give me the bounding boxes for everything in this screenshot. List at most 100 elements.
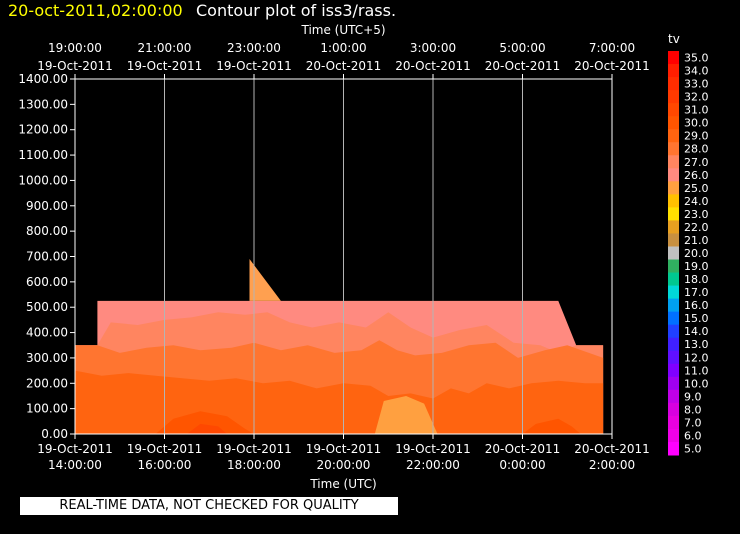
colorbar-label: 29.0 [684,130,709,143]
x-tick-time: 0:00:00 [499,458,545,472]
colorbar-swatch [668,402,679,417]
y-tick-label: 300.00 [26,351,68,365]
chart-datetime: 20-oct-2011,02:00:00 [8,1,183,20]
colorbar-label: 24.0 [684,195,709,208]
colorbar-swatch [668,337,679,352]
colorbar-swatch [668,103,679,117]
colorbar-swatch [668,168,679,182]
x-tick-date: 19-Oct-2011 [395,442,471,456]
y-tick-label: 1400.00 [18,72,68,86]
top-tick-date: 20-Oct-2011 [306,59,382,73]
contour-band-7 [186,423,228,434]
top-tick-time: 3:00:00 [410,41,456,55]
grid-layer [164,79,523,434]
colorbar-swatch [668,181,679,195]
colorbar-label: 14.0 [684,325,709,338]
colorbar-label: 10.0 [684,377,709,390]
y-tick-label: 0.00 [41,427,68,441]
colorbar-label: 18.0 [684,273,709,286]
contour-fill-layer [75,259,604,434]
colorbar-title: tv [668,32,680,46]
top-tick-date: 19-Oct-2011 [216,59,292,73]
colorbar-swatch [668,233,679,247]
colorbar-swatch [668,285,679,300]
colorbar: tv 35.034.033.032.031.030.029.028.027.026… [668,32,709,456]
contour-band-1 [249,259,281,301]
colorbar-swatch [668,220,679,234]
colorbar-label: 9.0 [684,390,702,403]
colorbar-label: 26.0 [684,169,709,182]
colorbar-swatch [668,350,679,365]
colorbar-label: 27.0 [684,156,709,169]
colorbar-swatch [668,363,679,378]
colorbar-label: 30.0 [684,117,709,130]
colorbar-swatch [668,376,679,391]
colorbar-swatch [668,246,679,261]
colorbar-label: 20.0 [684,247,709,260]
x-tick-date: 19-Oct-2011 [37,442,113,456]
colorbar-label: 25.0 [684,182,709,195]
colorbar-label: 15.0 [684,312,709,325]
y-tick-label: 1200.00 [18,123,68,137]
x-tick-date: 19-Oct-2011 [216,442,292,456]
colorbar-label: 13.0 [684,338,709,351]
top-tick-date: 19-Oct-2011 [37,59,113,73]
colorbar-label: 33.0 [684,78,709,91]
y-tick-label: 100.00 [26,402,68,416]
contour-band-10 [374,396,438,434]
axes-layer: 19-Oct-2011 14:00:00 19-Oct-2011 16:00:00 19… [18,23,649,491]
colorbar-swatch [668,51,679,65]
x-tick-time: 2:00:00 [589,458,635,472]
x-tick-date: 20-Oct-2011 [485,442,561,456]
colorbar-swatch [668,272,679,287]
y-tick-label: 400.00 [26,326,68,340]
top-tick-date: 19-Oct-2011 [127,59,203,73]
colorbar-swatch [668,194,679,208]
colorbar-label: 12.0 [684,351,709,364]
colorbar-swatch [668,441,679,456]
plot-frame [74,78,613,435]
colorbar-label: 21.0 [684,234,709,247]
top-tick-time: 21:00:00 [138,41,192,55]
y-tick-label: 800.00 [26,224,68,238]
colorbar-label: 19.0 [684,260,709,273]
y-tick-label: 700.00 [26,250,68,264]
top-tick-time: 7:00:00 [589,41,635,55]
x-axis-label: Time (UTC) [309,477,376,491]
colorbar-swatch [668,207,679,221]
colorbar-label: 5.0 [684,442,702,455]
x-tick-time: 14:00:00 [48,458,102,472]
colorbar-label: 6.0 [684,429,702,442]
colorbar-label: 34.0 [684,65,709,78]
colorbar-swatch [668,77,679,91]
colorbar-swatch [668,389,679,404]
colorbar-swatch [668,64,679,78]
colorbar-label: 35.0 [684,52,709,65]
colorbar-swatch [668,324,679,339]
top-axis-label: Time (UTC+5) [300,23,385,37]
top-tick-date: 20-Oct-2011 [574,59,650,73]
chart-title: Contour plot of iss3/rass. [196,1,397,20]
colorbar-swatch [668,142,679,156]
y-tick-label: 1300.00 [18,97,68,111]
y-tick-label: 1100.00 [18,148,68,162]
top-tick-time: 19:00:00 [48,41,102,55]
colorbar-swatch [668,311,679,326]
contour-band-5 [155,411,254,434]
x-tick-date: 19-Oct-2011 [306,442,382,456]
quality-notice: REAL-TIME DATA, NOT CHECKED FOR QUALITY [20,497,398,515]
y-tick-label: 200.00 [26,376,68,390]
x-tick-time: 22:00:00 [406,458,460,472]
colorbar-label: 22.0 [684,221,709,234]
colorbar-swatch [668,129,679,143]
x-tick-date: 20-Oct-2011 [574,442,650,456]
colorbar-swatch [668,298,679,313]
y-tick-label: 500.00 [26,300,68,314]
top-tick-time: 5:00:00 [499,41,545,55]
colorbar-label: 31.0 [684,104,709,117]
x-tick-date: 19-Oct-2011 [127,442,203,456]
x-tick-time: 20:00:00 [317,458,371,472]
colorbar-swatch [668,415,679,430]
colorbar-label: 16.0 [684,299,709,312]
